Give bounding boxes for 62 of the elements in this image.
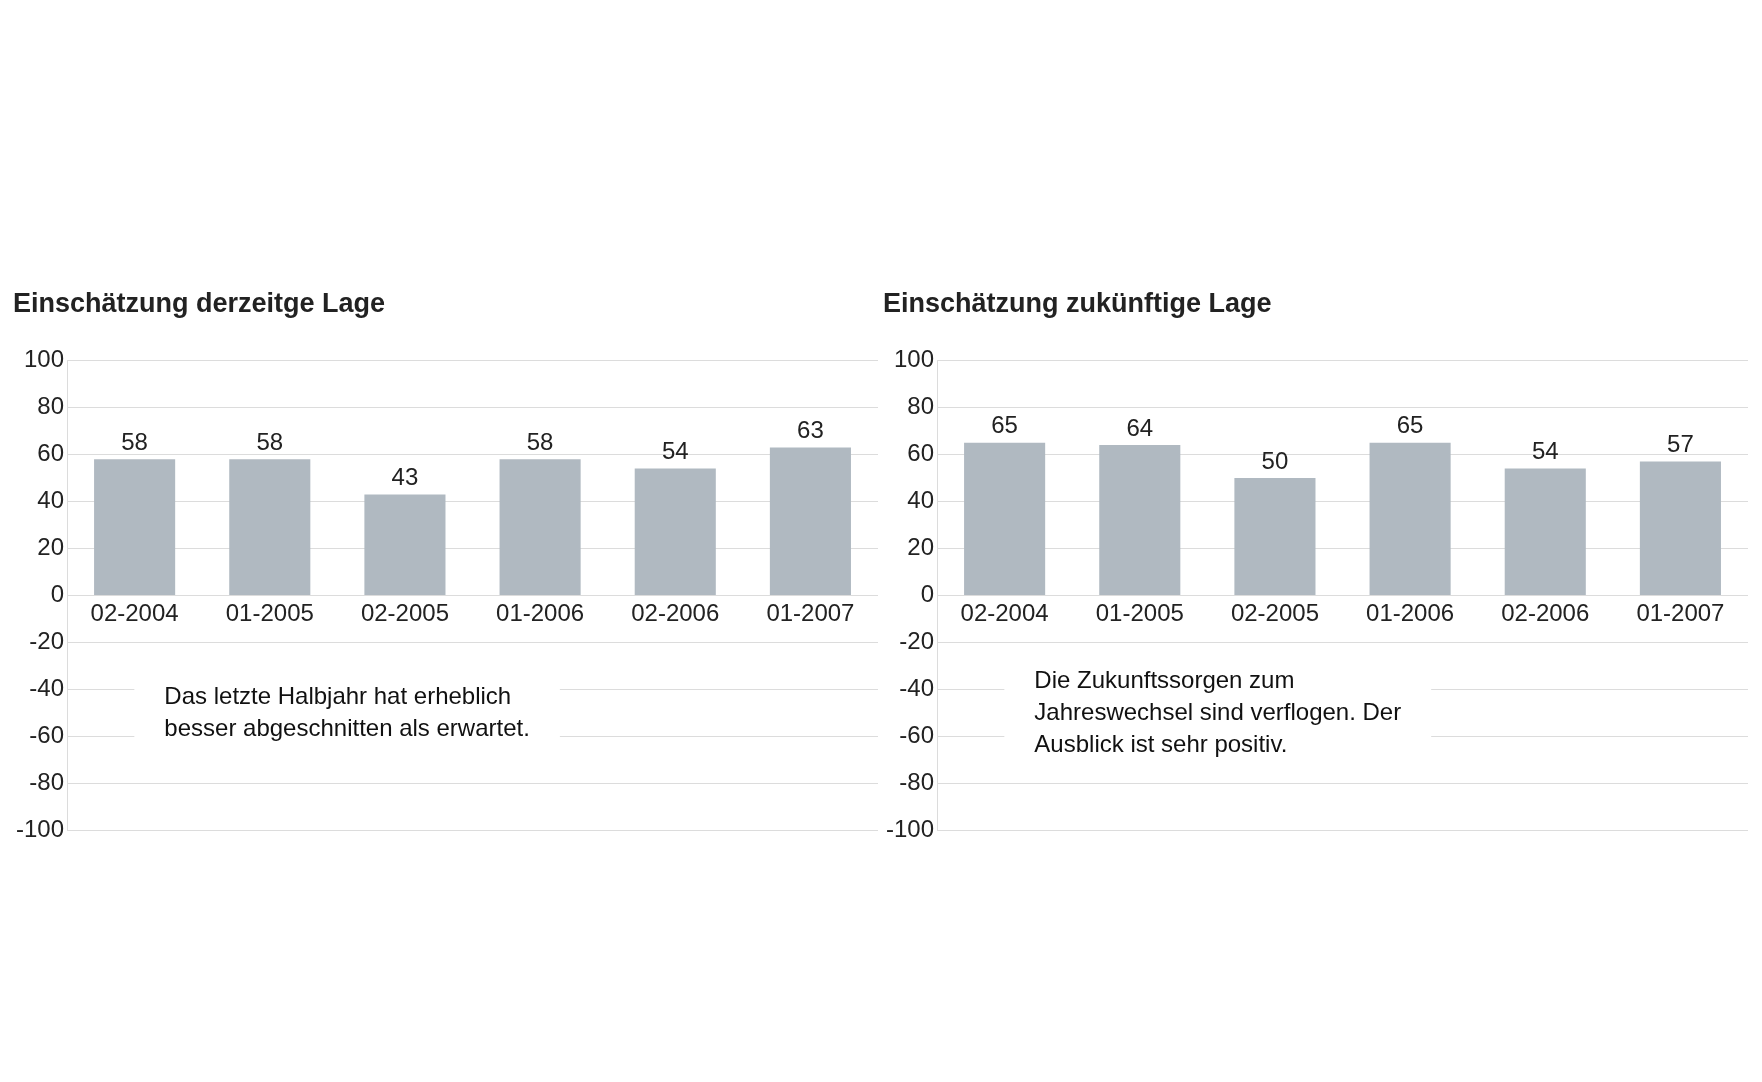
x-tick-label: 02-2005	[360, 598, 449, 626]
data-label: 58	[526, 427, 554, 455]
bar	[499, 459, 581, 595]
data-label: 54	[1531, 437, 1559, 465]
y-tick-label: -80	[29, 768, 65, 796]
annotation: Die Zukunftssorgen zum Jahreswechsel sind verflogen. Der Ausblick ist sehr positiv.	[1034, 665, 1402, 757]
y-tick-label: -60	[899, 721, 935, 749]
data-label: 58	[121, 427, 148, 455]
bar	[94, 459, 176, 595]
data-label: 63	[797, 416, 824, 444]
x-tick-label: 01-2007	[1636, 598, 1725, 626]
y-tick-label: -40	[899, 674, 935, 702]
x-tick-label: 02-2006	[631, 598, 720, 626]
y-tick-label: -20	[899, 627, 935, 655]
x-tick-label: 02-2004	[960, 598, 1049, 626]
y-tick-label: 0	[50, 580, 65, 608]
x-tick-label: 02-2004	[90, 598, 179, 626]
y-tick-label: 100	[23, 345, 65, 373]
y-tick-label: 0	[920, 580, 935, 608]
bar	[1369, 442, 1451, 595]
bar	[769, 447, 851, 595]
data-label: 54	[661, 437, 689, 465]
x-tick-label: 01-2005	[1095, 598, 1184, 626]
data-label: 65	[991, 411, 1018, 439]
bar	[1099, 445, 1181, 595]
y-tick-label: -100	[15, 815, 65, 843]
y-tick-label: 40	[37, 486, 65, 514]
y-tick-label: 20	[907, 533, 935, 561]
bar	[1639, 461, 1721, 595]
y-tick-label: -100	[885, 815, 935, 843]
y-tick-label: -20	[29, 627, 65, 655]
data-label: 64	[1126, 413, 1154, 441]
x-tick-label: 01-2006	[496, 598, 585, 626]
y-tick-label: -80	[899, 768, 935, 796]
y-tick-label: 40	[907, 486, 935, 514]
data-label: 58	[256, 427, 284, 455]
x-tick-label: 01-2005	[225, 598, 314, 626]
x-tick-label: 02-2006	[1501, 598, 1590, 626]
y-tick-label: 60	[907, 439, 935, 467]
bar	[1234, 477, 1316, 595]
bar	[634, 468, 716, 595]
annotation: Das letzte Halbjahr hat erheblich besser abgeschnitten als erwartet.	[164, 681, 530, 741]
x-tick-label: 02-2005	[1230, 598, 1319, 626]
bar	[964, 442, 1046, 595]
y-tick-label: 80	[37, 392, 65, 420]
y-tick-label: -60	[29, 721, 65, 749]
chart-title: Einschätzung derzeitge Lage	[13, 287, 386, 318]
y-tick-label: 60	[37, 439, 65, 467]
data-label: 50	[1261, 446, 1289, 474]
x-tick-label: 01-2006	[1366, 598, 1455, 626]
y-tick-label: 20	[37, 533, 65, 561]
data-label: 43	[391, 463, 419, 491]
y-tick-label: 80	[907, 392, 935, 420]
bar	[364, 494, 446, 595]
x-tick-label: 01-2007	[766, 598, 855, 626]
bar	[1504, 468, 1586, 595]
y-tick-label: 100	[893, 345, 935, 373]
data-label: 65	[1396, 411, 1424, 439]
data-label: 57	[1667, 430, 1694, 458]
chart-title: Einschätzung zukünftige Lage	[883, 287, 1272, 318]
y-tick-label: -40	[29, 674, 65, 702]
bar	[229, 459, 311, 595]
